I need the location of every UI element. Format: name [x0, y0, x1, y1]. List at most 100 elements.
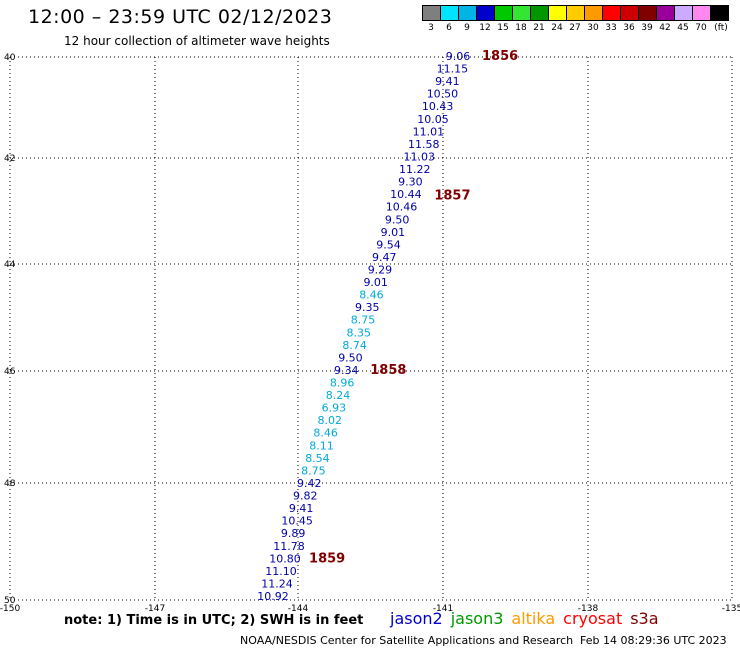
time-label: 1858	[370, 363, 406, 378]
legend-swatch	[638, 5, 656, 21]
wave-height-value: 11.22	[399, 163, 431, 176]
wave-height-value: 6.93	[322, 402, 347, 415]
legend-label: 70	[695, 23, 707, 33]
legend-label: 27	[569, 23, 581, 33]
legend-labels: 3 6 9 12 15 18 21 24 27 30 33 36 39 42 45 70 (ft)	[422, 21, 729, 35]
legend-swatch	[710, 5, 729, 21]
legend-label: 18	[515, 23, 527, 33]
legend-swatch	[656, 5, 674, 21]
legend-swatch	[602, 5, 620, 21]
wave-height-value: 9.50	[385, 213, 410, 226]
wave-height-value: 9.82	[293, 490, 318, 503]
units-note: note: 1) Time is in UTC; 2) SWH is in fe…	[64, 613, 364, 628]
wave-height-value: 9.47	[372, 251, 397, 264]
wave-height-value: 11.58	[408, 138, 440, 151]
longitude-label: -144	[288, 604, 309, 614]
wave-height-value: 8.54	[305, 452, 330, 465]
latitude-label: 50	[4, 596, 16, 606]
legend-swatches	[422, 5, 729, 21]
legend-label: 39	[641, 23, 653, 33]
wave-height-value: 9.01	[363, 276, 388, 289]
legend-label: 36	[623, 23, 635, 33]
wave-height-value: 8.75	[301, 464, 326, 477]
wave-height-value: 9.35	[355, 301, 380, 314]
wave-height-value: 8.11	[309, 439, 334, 452]
legend-label: 45	[677, 23, 689, 33]
wave-height-value: 9.54	[376, 238, 401, 251]
time-label: 1857	[434, 189, 470, 204]
wave-height-value: 11.01	[413, 125, 445, 138]
longitude-label: -141	[433, 604, 453, 614]
wave-height-value: 10.44	[390, 188, 422, 201]
satellite-legend: jason2 jason3 altika cryosat s3a	[390, 609, 667, 628]
footer-timestamp: Feb 14 08:29:36 UTC 2023	[580, 634, 727, 647]
time-label: 1859	[309, 551, 345, 566]
wave-height-value: 9.30	[398, 176, 423, 189]
wave-height-value: 10.80	[269, 552, 301, 565]
legend-swatch	[566, 5, 584, 21]
legend-swatch	[422, 5, 440, 21]
legend-swatch	[440, 5, 458, 21]
legend-swatch	[512, 5, 530, 21]
wave-height-value: 8.24	[326, 389, 351, 402]
wave-height-value: 10.05	[417, 113, 449, 126]
wave-height-value: 11.24	[261, 577, 293, 590]
wave-height-value: 8.96	[330, 377, 355, 390]
wave-height-value: 9.41	[289, 502, 314, 515]
wave-height-value: 8.75	[351, 314, 376, 327]
legend-label: 6	[446, 23, 452, 33]
longitude-label: -135	[722, 604, 740, 614]
time-label: 1856	[482, 49, 518, 64]
wave-height-value: 8.46	[313, 427, 338, 440]
wave-height-value: 9.34	[334, 364, 359, 377]
legend-swatch	[494, 5, 512, 21]
wave-height-value: 8.35	[347, 326, 372, 339]
wave-height-value: 10.46	[386, 201, 418, 214]
footer-credit: NOAA/NESDIS Center for Satellite Applica…	[240, 634, 574, 647]
wave-height-value: 9.41	[435, 75, 460, 88]
map-title: 12:00 – 23:59 UTC 02/12/2023	[28, 6, 333, 28]
legend-label: 21	[533, 23, 545, 33]
legend-swatch	[458, 5, 476, 21]
latitude-label: 48	[4, 479, 16, 489]
legend-label: 9	[464, 23, 470, 33]
legend-label: 15	[497, 23, 509, 33]
legend-swatch	[548, 5, 566, 21]
wave-height-value: 9.50	[338, 351, 363, 364]
wave-height-value: 10.43	[422, 100, 454, 113]
wave-height-value: 11.78	[273, 540, 305, 553]
satellite-altika: altika	[511, 609, 556, 628]
satellite-jason3: jason3	[450, 609, 504, 628]
legend-swatch	[584, 5, 602, 21]
color-scale-legend: 3 6 9 12 15 18 21 24 27 30 33 36 39 42 45 70 (ft)	[422, 5, 729, 35]
wave-height-value: 10.50	[427, 88, 459, 101]
wave-height-value: 9.01	[381, 226, 406, 239]
wave-height-value: 9.89	[281, 527, 306, 540]
longitude-label: -150	[0, 604, 20, 614]
wave-height-value: 10.92	[257, 590, 289, 603]
legend-swatch	[620, 5, 638, 21]
longitude-label: -147	[145, 604, 165, 614]
satellite-cryosat: cryosat	[563, 609, 623, 628]
wave-height-value: 9.29	[368, 263, 393, 276]
legend-label: 33	[605, 23, 617, 33]
latitude-label: 42	[4, 154, 15, 164]
legend-label: 30	[587, 23, 599, 33]
satellite-jason2: jason2	[390, 609, 443, 628]
legend-label: 3	[428, 23, 434, 33]
wave-height-value: 8.46	[359, 289, 384, 302]
legend-swatch	[530, 5, 548, 21]
wave-height-value: 9.06	[446, 50, 471, 63]
wave-height-value: 8.02	[317, 414, 342, 427]
latitude-label: 40	[4, 53, 16, 63]
satellite-s3a: s3a	[630, 609, 659, 628]
wave-height-value: 9.42	[297, 477, 322, 490]
wave-height-value: 10.45	[281, 515, 313, 528]
wave-height-value: 11.15	[437, 63, 469, 76]
wave-height-value: 11.03	[404, 150, 436, 163]
legend-swatch	[692, 5, 710, 21]
legend-swatch	[476, 5, 494, 21]
latitude-label: 46	[4, 367, 16, 377]
longitude-label: -138	[578, 604, 599, 614]
